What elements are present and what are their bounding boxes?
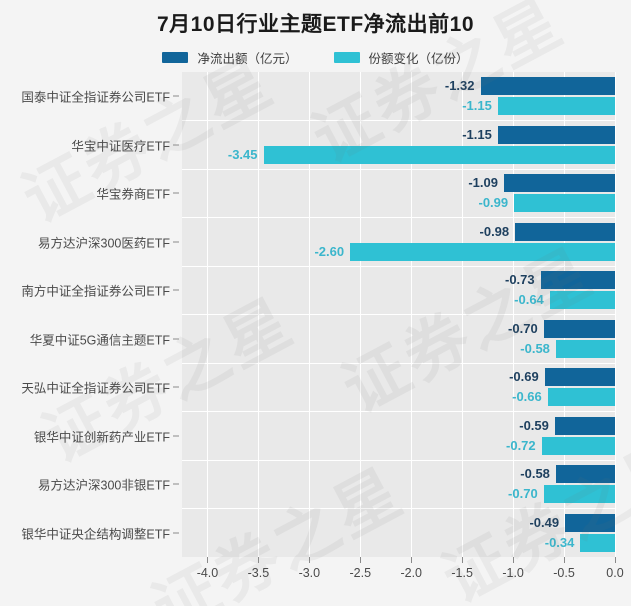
y-axis-category-label: 银华中证创新药产业ETF: [33, 430, 170, 445]
y-axis-tick: [173, 241, 179, 243]
x-axis-label: -0.5: [553, 566, 575, 580]
bar-value-label-share: -0.66: [512, 389, 542, 405]
chart-legend: 净流出额（亿元） 份额变化（亿份）: [0, 48, 631, 67]
bar-netflow[interactable]: [503, 174, 615, 193]
legend-swatch-netflow: [162, 52, 189, 63]
bar-value-label-share: -0.58: [520, 340, 550, 356]
legend-swatch-share: [333, 52, 360, 63]
legend-label-share: 份额变化（亿份）: [368, 52, 469, 66]
bar-value-label-share: -0.70: [508, 486, 538, 502]
bar-netflow[interactable]: [554, 416, 615, 435]
y-axis-category-label: 华宝券商ETF: [96, 187, 170, 202]
x-axis-tick: [206, 557, 208, 563]
x-axis-tick: [257, 557, 259, 563]
y-axis-category-label: 易方达沪深300医药ETF: [38, 236, 170, 251]
x-axis-tick: [512, 557, 514, 563]
x-axis-label: -1.0: [502, 566, 524, 580]
y-gridline: [182, 168, 615, 170]
y-axis-category-label: 国泰中证全指证券公司ETF: [21, 90, 170, 105]
y-gridline: [182, 314, 615, 315]
bar-netflow[interactable]: [565, 513, 615, 532]
y-axis-tick: [173, 386, 179, 388]
bar-value-label-share: -0.99: [478, 195, 509, 211]
x-axis-tick: [410, 557, 412, 563]
x-axis-tick: [614, 557, 616, 563]
bar-value-label-share: -0.34: [544, 534, 575, 550]
y-gridline: [182, 217, 615, 218]
y-axis-tick: [173, 532, 179, 534]
legend-item-netflow: 净流出额（亿元）: [162, 48, 298, 67]
x-axis-label: -3.5: [247, 566, 270, 580]
x-axis: -4.0 -3.5 -3.0 -2.5 -2.0 -1.5 -1.0 -0.5 0.0: [182, 557, 624, 597]
y-axis: 国泰中证全指证券公司ETF 华宝中证医疗ETF 华宝券商ETF 易方达沪深300医药E…: [0, 72, 182, 557]
bar-value-label-share: -0.72: [506, 437, 536, 453]
chart-title: 7月10日行业主题ETF净流出前10: [156, 13, 475, 36]
bar-value-label-share: -1.15: [462, 98, 492, 114]
y-axis-category-label: 南方中证全指证券公司ETF: [21, 284, 170, 299]
bar-share[interactable]: [350, 242, 615, 261]
bar-share[interactable]: [497, 97, 615, 116]
bar-value-label-netflow: -0.69: [509, 369, 539, 385]
plot-area: -1.32 -1.15 -1.15 -3.45 -1.09 -0.99 -0.98 -2.60…: [182, 72, 616, 557]
bar-value-label-netflow: -0.73: [505, 272, 535, 288]
bar-value-label-netflow: -0.98: [479, 223, 510, 239]
y-axis-category-label: 银华中证央企结构调整ETF: [21, 527, 170, 542]
bar-netflow[interactable]: [515, 222, 615, 241]
x-axis-label: -3.0: [298, 566, 321, 580]
y-axis-tick: [173, 483, 179, 485]
x-axis-label: -2.0: [400, 566, 423, 580]
bar-share[interactable]: [549, 291, 615, 310]
y-axis-tick: [173, 95, 179, 97]
bar-value-label-netflow: -0.70: [508, 320, 538, 336]
bar-share[interactable]: [543, 485, 615, 504]
bar-value-label-netflow: -1.09: [468, 175, 498, 191]
y-gridline: [182, 459, 615, 461]
x-axis-label: 0.0: [606, 566, 624, 580]
x-axis-tick: [563, 557, 565, 563]
bar-value-label-share: -3.45: [227, 146, 258, 162]
x-axis-label: -1.5: [451, 566, 473, 580]
x-axis-tick: [359, 557, 361, 563]
y-axis-tick: [173, 338, 179, 340]
y-gridline: [182, 362, 615, 364]
bar-value-label-netflow: -0.58: [520, 466, 550, 482]
y-gridline: [182, 508, 615, 509]
bar-value-label-netflow: -1.32: [444, 78, 475, 94]
bar-share[interactable]: [580, 533, 615, 552]
bar-share[interactable]: [514, 194, 615, 213]
bar-netflow[interactable]: [540, 271, 615, 290]
y-axis-category-label: 华宝中证医疗ETF: [71, 139, 170, 154]
y-gridline: [182, 411, 615, 412]
bar-share[interactable]: [555, 339, 615, 358]
bar-value-label-netflow: -0.49: [529, 514, 560, 530]
bar-share[interactable]: [263, 145, 615, 164]
legend-label-netflow: 净流出额（亿元）: [197, 52, 298, 66]
y-axis-category-label: 易方达沪深300非银ETF: [38, 478, 170, 493]
x-axis-label: -2.5: [349, 566, 372, 580]
bar-value-label-share: -2.60: [314, 243, 345, 259]
bar-netflow[interactable]: [480, 77, 615, 96]
bar-netflow[interactable]: [555, 465, 615, 484]
y-gridline: [182, 265, 615, 267]
y-axis-tick: [173, 435, 179, 437]
bar-share[interactable]: [541, 436, 615, 455]
y-axis-tick: [173, 289, 179, 291]
y-axis-category-label: 华夏中证5G通信主题ETF: [29, 333, 170, 348]
bar-value-label-share: -0.64: [514, 292, 544, 308]
y-axis-tick: [173, 192, 179, 194]
y-gridline: [182, 120, 615, 121]
y-axis-category-label: 天弘中证全指证券公司ETF: [21, 381, 170, 396]
x-axis-tick: [308, 557, 310, 563]
bar-value-label-netflow: -1.15: [462, 126, 492, 142]
x-gridline: [614, 72, 616, 557]
legend-item-share: 份额变化（亿份）: [333, 48, 469, 67]
bar-netflow[interactable]: [497, 125, 615, 144]
x-axis-tick: [461, 557, 463, 563]
bar-share[interactable]: [547, 388, 615, 407]
bar-value-label-netflow: -0.59: [519, 417, 549, 433]
bar-netflow[interactable]: [544, 368, 615, 387]
y-axis-tick: [173, 144, 179, 146]
x-axis-label: -4.0: [196, 566, 219, 580]
bar-netflow[interactable]: [543, 319, 615, 338]
